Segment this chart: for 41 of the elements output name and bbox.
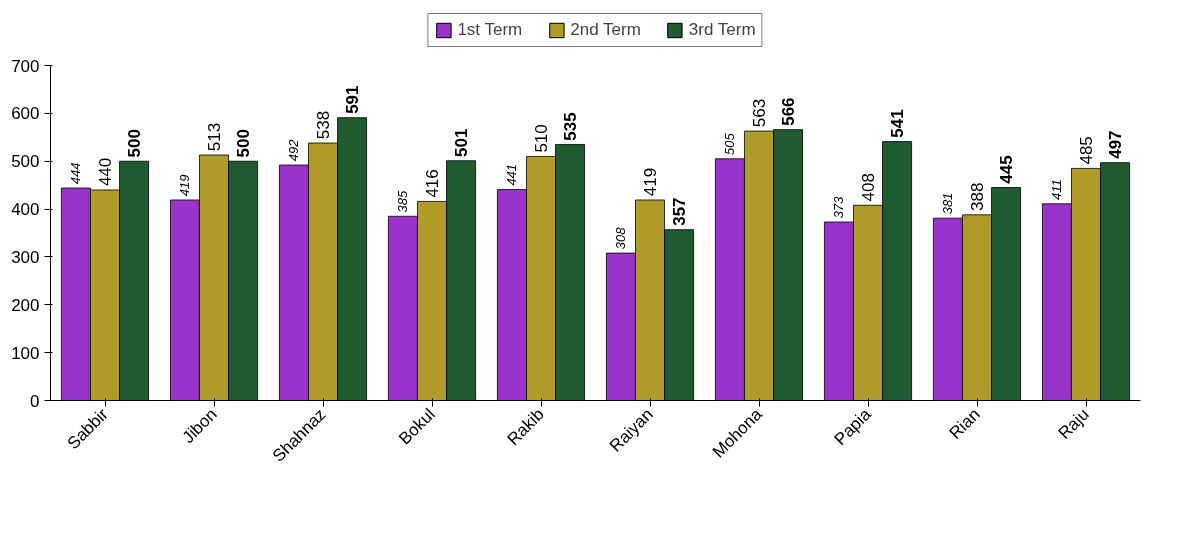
data-label: 419 [641,167,660,197]
data-label: 566 [779,97,799,126]
data-label: 485 [1077,136,1096,165]
y-tick-label: 300 [11,247,40,267]
data-label: 388 [968,182,987,211]
legend-label: 1st Term [457,20,523,40]
data-label: 357 [670,197,690,226]
data-label: 541 [888,109,908,138]
data-label: 411 [1049,179,1065,200]
data-label: 416 [423,169,442,198]
y-tick-label: 0 [30,391,40,411]
data-label: 408 [859,173,878,202]
data-label: 510 [532,124,551,153]
y-tick-label: 600 [11,104,40,124]
data-label: 535 [561,112,581,141]
data-label: 445 [997,155,1017,184]
data-label: 500 [125,129,145,158]
data-label: 373 [831,195,847,219]
data-label: 591 [343,85,363,114]
data-label: 381 [940,192,956,215]
data-label: 501 [452,128,472,157]
y-tick-label: 100 [11,343,40,363]
y-tick-label: 400 [11,200,40,220]
data-label: 419 [177,174,193,197]
data-label: 497 [1106,130,1126,159]
y-tick-label: 700 [11,56,40,76]
data-label: 440 [96,157,115,187]
y-tick-label: 200 [11,295,40,315]
legend-label: 2nd Term [570,20,641,40]
data-label: 538 [314,110,333,140]
legend-label: 3rd Term [688,20,756,40]
data-label: 492 [286,138,302,162]
data-label: 444 [68,162,84,185]
data-label: 385 [395,189,411,213]
data-label: 308 [613,226,629,250]
data-label: 513 [205,122,224,152]
data-label: 563 [750,98,769,128]
y-tick-label: 500 [11,152,40,172]
data-label: 441 [504,163,520,186]
data-label: 505 [722,132,738,155]
data-label: 500 [234,129,254,158]
